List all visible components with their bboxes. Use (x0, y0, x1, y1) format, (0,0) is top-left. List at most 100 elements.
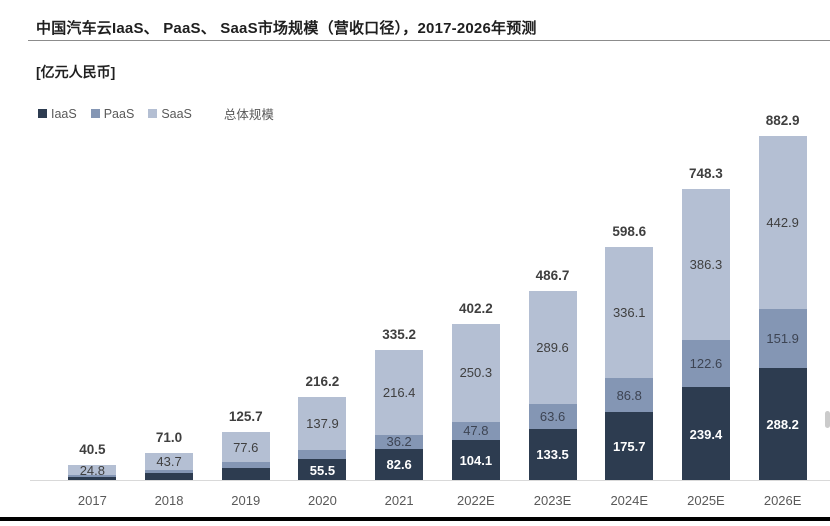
plot-area: 24.8 40.5 2017 43.7 71.0 2018 77.6 125.7 2019 55.… (54, 100, 821, 508)
total-value-label: 125.7 (228, 408, 263, 424)
bar-segment-saas-2019: 77.6 (221, 431, 270, 463)
bar-segment-paas-2019 (221, 462, 270, 468)
segment-value-label: 137.9 (306, 415, 339, 431)
segment-value-label: 55.5 (309, 462, 336, 478)
bar-stack-2025E: 239.4 122.6 386.3 (681, 188, 730, 481)
x-tick-label-2019: 2019 (231, 493, 261, 508)
legend-item-saas: SaaS (148, 107, 192, 121)
bar-segment-paas-2020 (298, 450, 347, 460)
legend-swatch-saas-icon (148, 109, 158, 118)
bar-column-2018: 43.7 71.0 2018 (131, 100, 208, 508)
bar-segment-saas-2025E: 386.3 (681, 188, 730, 340)
bar-segment-iaas-2020: 55.5 (298, 459, 347, 481)
segment-value-label: 63.6 (539, 408, 566, 424)
bar-column-2019: 77.6 125.7 2019 (207, 100, 284, 508)
bar-stack-2024E: 175.7 86.8 336.1 (605, 247, 654, 481)
total-value-label: 216.2 (305, 373, 340, 389)
bar-segment-saas-2026E: 442.9 (758, 135, 807, 310)
legend-total-scale-label: 总体规模 (223, 108, 274, 122)
chart-title: 中国汽车云IaaS、 PaaS、 SaaS市场规模（营收口径），2017-202… (36, 20, 537, 37)
segment-value-label: 250.3 (459, 365, 493, 381)
segment-value-label: 43.7 (156, 454, 182, 470)
segment-value-label: 122.6 (689, 356, 723, 371)
bar-segment-saas-2022E: 250.3 (451, 323, 500, 422)
total-value-label: 335.2 (382, 327, 417, 343)
bar-segment-iaas-2023E: 133.5 (528, 428, 577, 481)
chart-legend: IaaS PaaS SaaS 总体规模 (38, 104, 274, 123)
legend-item-iaas: IaaS (38, 107, 77, 121)
x-tick-label-2017: 2017 (77, 493, 107, 508)
bar-segment-saas-2024E: 336.1 (605, 247, 654, 379)
x-tick-label-2025E: 2025E (687, 493, 725, 508)
legend-swatch-paas-icon (90, 109, 100, 118)
total-value-label: 71.0 (155, 430, 183, 446)
segment-value-label: 77.6 (233, 439, 259, 455)
segment-value-label: 133.5 (536, 447, 569, 463)
segment-value-label: 239.4 (689, 426, 723, 442)
bar-segment-paas-2023E: 63.6 (528, 404, 577, 429)
bar-segment-saas-2020: 137.9 (298, 396, 347, 451)
bar-stack-2022E: 104.1 47.8 250.3 (451, 323, 500, 481)
total-value-label: 486.7 (535, 267, 570, 283)
total-value-label: 748.3 (689, 165, 723, 181)
bar-stack-2026E: 288.2 151.9 442.9 (758, 135, 807, 481)
legend-swatch-iaas-icon (38, 109, 47, 118)
segment-value-label: 288.2 (766, 417, 799, 433)
segment-value-label: 151.9 (766, 331, 799, 347)
bar-column-2024E: 175.7 86.8 336.1 598.6 2024E (591, 100, 668, 508)
bar-stack-2017: 24.8 (68, 462, 117, 481)
bar-segment-paas-2026E: 151.9 (758, 309, 807, 369)
y-axis-unit-label: [亿元人民币] (36, 64, 116, 80)
total-value-label: 882.9 (765, 112, 800, 128)
segment-value-label: 86.8 (616, 387, 642, 403)
bar-segment-iaas-2024E: 175.7 (605, 412, 654, 481)
legend-label-saas: SaaS (161, 106, 192, 121)
segment-value-label: 386.3 (689, 256, 723, 272)
bar-stack-2018: 43.7 (145, 453, 194, 481)
bar-segment-iaas-2025E: 239.4 (681, 387, 730, 481)
total-value-label: 598.6 (612, 224, 647, 240)
legend-item-paas: PaaS (90, 106, 135, 121)
bar-segment-paas-2022E: 47.8 (451, 421, 500, 441)
bar-stack-2021: 82.6 36.2 216.4 (375, 350, 424, 481)
title-divider (28, 40, 830, 41)
segment-value-label: 216.4 (382, 384, 416, 400)
x-tick-label-2024E: 2024E (610, 493, 649, 508)
segment-value-label: 36.2 (386, 434, 412, 450)
segment-value-label: 336.1 (612, 305, 646, 321)
bar-column-2017: 24.8 40.5 2017 (54, 100, 131, 508)
legend-label-paas: PaaS (103, 106, 135, 121)
bar-segment-iaas-2018 (145, 473, 194, 481)
bar-column-2020: 55.5 137.9 216.2 2020 (284, 100, 361, 508)
x-tick-label-2020: 2020 (307, 493, 337, 508)
bar-segment-paas-2017 (68, 474, 117, 477)
x-tick-label-2023E: 2023E (533, 493, 572, 508)
x-tick-label-2021: 2021 (384, 493, 414, 508)
segment-value-label: 442.9 (766, 215, 799, 231)
segment-value-label: 104.1 (459, 453, 493, 469)
segment-value-label: 24.8 (79, 462, 105, 478)
bar-segment-iaas-2017 (68, 476, 117, 481)
segment-value-label: 82.6 (386, 457, 412, 473)
bar-segment-iaas-2026E: 288.2 (758, 368, 807, 481)
bar-segment-paas-2024E: 86.8 (605, 378, 654, 413)
bar-column-2022E: 104.1 47.8 250.3 402.2 2022E (438, 100, 515, 508)
bottom-rule (0, 517, 830, 521)
bar-segment-saas-2017: 24.8 (68, 462, 117, 478)
x-tick-label-2018: 2018 (154, 493, 184, 508)
bar-segment-saas-2018: 43.7 (145, 453, 194, 471)
x-tick-label-2022E: 2022E (457, 493, 495, 508)
bar-segment-paas-2018 (145, 470, 194, 474)
bar-stack-2023E: 133.5 63.6 289.6 (528, 290, 577, 481)
total-value-label: 40.5 (79, 442, 106, 458)
x-tick-label-2026E: 2026E (763, 493, 802, 508)
bar-column-2025E: 239.4 122.6 386.3 748.3 2025E (668, 100, 745, 508)
scrollbar-thumb[interactable] (825, 411, 830, 428)
bar-column-2023E: 133.5 63.6 289.6 486.7 2023E (514, 100, 591, 508)
bar-segment-iaas-2019 (221, 467, 270, 481)
segment-value-label: 175.7 (612, 439, 646, 455)
bar-segment-iaas-2022E: 104.1 (451, 440, 500, 481)
bar-segment-iaas-2021: 82.6 (375, 448, 424, 481)
segment-value-label: 289.6 (536, 339, 569, 355)
